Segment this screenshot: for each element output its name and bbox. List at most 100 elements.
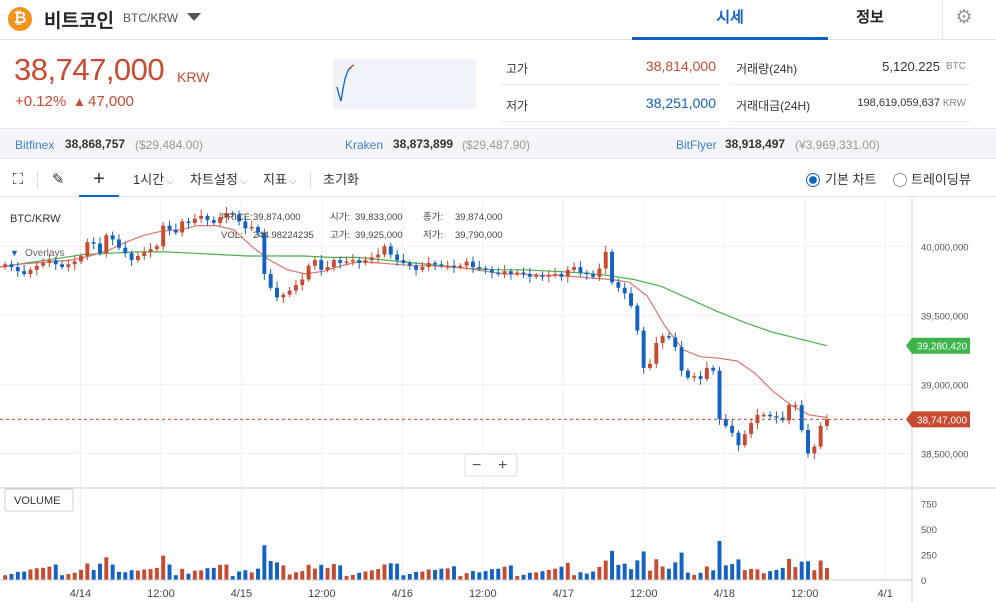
basic-chart-label[interactable]: 기본 차트 xyxy=(825,172,877,187)
candle-body xyxy=(698,376,703,379)
coin-pair[interactable]: BTC/KRW xyxy=(123,11,179,25)
radio-tradingview[interactable] xyxy=(893,173,907,187)
volume-bar xyxy=(395,563,400,580)
pencil-icon[interactable]: ✎ xyxy=(51,171,65,188)
volume-axis-label: 0 xyxy=(921,576,926,587)
candle-body xyxy=(211,220,216,223)
volume-bar xyxy=(338,565,343,580)
chevron-down-icon: ⌵ xyxy=(164,176,174,186)
chart-settings-dropdown[interactable]: 차트설정 ⌵ xyxy=(190,162,247,197)
volume-bar xyxy=(508,565,513,580)
candle-body xyxy=(565,269,570,277)
candle-body xyxy=(749,423,754,435)
volume-bar xyxy=(180,568,185,580)
candle-body xyxy=(363,260,368,263)
tab-price[interactable]: 시세 xyxy=(632,0,828,40)
volume-bar xyxy=(154,567,159,580)
volume-bar xyxy=(15,571,20,580)
candle-body xyxy=(116,239,121,248)
candle-body xyxy=(293,285,298,291)
reset-button[interactable]: 초기화 xyxy=(323,172,359,187)
volume-bar xyxy=(641,551,646,580)
fullscreen-icon[interactable]: ⛶ xyxy=(12,171,24,188)
candle-body xyxy=(553,273,558,276)
candle-body xyxy=(496,272,501,275)
volume-bar xyxy=(610,550,615,580)
candle-body xyxy=(224,213,229,218)
candle-body xyxy=(572,267,577,270)
zoom-in-button[interactable]: + xyxy=(498,457,507,474)
volume-bar xyxy=(123,572,128,580)
ma-long-line xyxy=(0,251,828,347)
gear-icon[interactable]: ⚙ xyxy=(955,7,973,28)
volume-bar xyxy=(780,567,785,580)
volume-bar xyxy=(382,564,387,580)
indicator-dropdown[interactable]: 지표 ⌵ xyxy=(263,162,296,197)
volume-bar xyxy=(319,564,324,580)
overlays-toggle-icon[interactable]: ▼ xyxy=(10,248,19,258)
exchange-name[interactable]: BitFlyer xyxy=(676,138,717,152)
volume-bar xyxy=(717,540,722,580)
candle-body xyxy=(154,246,159,250)
ma-short-line xyxy=(0,225,828,419)
volume-bar xyxy=(515,576,520,580)
volume-bar xyxy=(736,559,741,580)
candle-body xyxy=(692,376,697,378)
candle-body xyxy=(559,273,564,277)
volume-bar xyxy=(420,571,425,580)
volume-bar xyxy=(477,572,482,580)
tradingview-label[interactable]: 트레이딩뷰 xyxy=(911,172,971,187)
volume-bar xyxy=(452,566,456,580)
coin-select-dropdown-icon[interactable] xyxy=(187,13,201,21)
candle-body xyxy=(142,251,147,256)
zoom-out-button[interactable]: − xyxy=(472,457,481,474)
exchange-name[interactable]: Kraken xyxy=(345,138,384,152)
high-value: 39,925,000 xyxy=(355,230,403,241)
price-chart[interactable]: 40,000,000 39,500,000 39,000,000 38,500,000… xyxy=(0,198,996,602)
candle-body xyxy=(730,425,735,433)
coin-name[interactable]: 비트코인 xyxy=(44,11,114,32)
chart-settings-label: 차트설정 xyxy=(190,172,238,187)
candle-body xyxy=(723,418,728,426)
candle-body xyxy=(230,213,235,215)
candle-body xyxy=(666,336,671,338)
candle-body xyxy=(685,370,690,378)
overlays-toggle[interactable]: Overlays xyxy=(25,248,64,259)
candle-body xyxy=(793,405,798,407)
volume-bar xyxy=(572,575,577,580)
candle-body xyxy=(180,221,185,233)
time-axis-label: 12:00 xyxy=(469,588,497,600)
candle-body xyxy=(654,343,659,364)
tab-info[interactable]: 정보 xyxy=(856,9,884,26)
candle-body xyxy=(597,268,602,277)
exchange-name[interactable]: Bitfinex xyxy=(15,138,55,152)
volume-bar xyxy=(666,568,671,580)
crosshair-icon[interactable]: + xyxy=(79,162,119,197)
volume-bar xyxy=(565,562,570,580)
candle-body xyxy=(527,273,532,277)
radio-basic-chart[interactable] xyxy=(806,173,820,187)
candle-body xyxy=(433,262,437,265)
candle-body xyxy=(135,256,140,261)
volume-bar xyxy=(654,559,659,580)
indicator-label: 지표 xyxy=(263,172,287,187)
exchange-price: 38,873,899 xyxy=(393,137,454,151)
interval-dropdown[interactable]: 1시간 ⌵ xyxy=(133,162,173,197)
candle-body xyxy=(591,273,596,277)
volume-bar xyxy=(85,563,90,580)
volume-unit: BTC xyxy=(946,61,966,72)
volume-bar xyxy=(755,569,760,580)
candle-body xyxy=(344,261,349,264)
candle-body xyxy=(508,271,513,274)
volume-bar xyxy=(376,569,381,580)
volume-bar xyxy=(635,560,640,580)
candle-body xyxy=(629,293,633,306)
chart-toolbar: ⛶ ✎ + 1시간 ⌵ 차트설정 ⌵ 지표 ⌵ 초기화 기본 차트 트레이딩뷰 xyxy=(0,162,996,197)
volume-bar xyxy=(230,576,235,580)
moving-average-lines xyxy=(0,225,828,419)
candle-body xyxy=(72,261,77,265)
volume-bar xyxy=(306,564,311,580)
volume-bar xyxy=(749,568,754,580)
candle-body xyxy=(534,275,539,277)
volume-bar xyxy=(540,571,545,580)
